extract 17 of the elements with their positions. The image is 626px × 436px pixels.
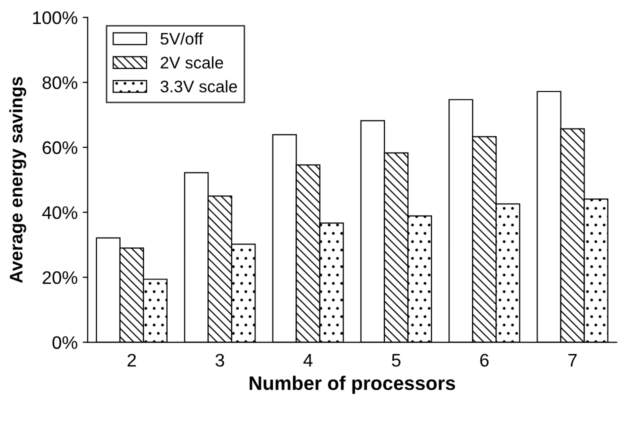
legend-label: 5V/off bbox=[160, 32, 204, 45]
y-tick-label: 60% bbox=[42, 141, 78, 154]
x-tick-label: 2 bbox=[128, 354, 136, 366]
legend-label: 2V scale bbox=[160, 56, 224, 69]
x-tick-label: 5 bbox=[392, 354, 400, 367]
y-tick-label: 80% bbox=[42, 76, 78, 90]
x-tick-label: 7 bbox=[568, 354, 577, 366]
y-tick-label: 0% bbox=[52, 336, 78, 349]
legend-label: 3.3V scale bbox=[160, 80, 237, 92]
y-tick-label: 40% bbox=[42, 206, 78, 220]
x-tick-label: 3 bbox=[216, 354, 224, 367]
y-tick-label: 20% bbox=[42, 271, 78, 284]
y-tick-label: 100% bbox=[33, 11, 78, 24]
x-axis-title: Number of processors bbox=[250, 376, 456, 394]
x-tick-label: 4 bbox=[303, 354, 313, 366]
x-tick-label: 6 bbox=[480, 354, 489, 367]
y-axis-title: Average energy savings bbox=[9, 77, 26, 283]
